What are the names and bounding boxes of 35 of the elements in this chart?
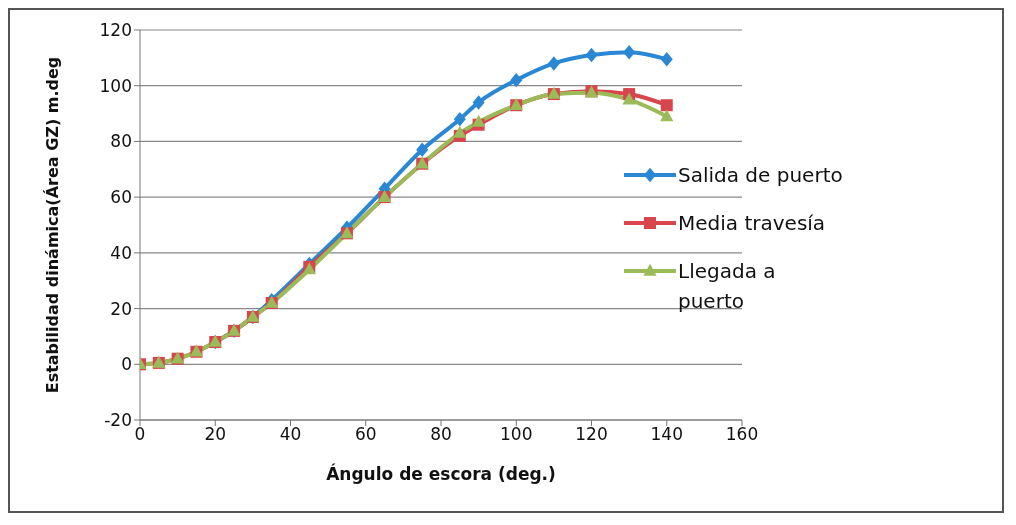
point <box>623 45 636 60</box>
y-tick-label: 120 <box>99 20 132 41</box>
legend-label: Media travesía <box>678 210 826 237</box>
y-tick-label: 60 <box>110 187 132 208</box>
point <box>453 111 466 127</box>
y-tick-label: 20 <box>110 298 132 319</box>
legend-label: Llegada a puerto <box>678 258 777 315</box>
point <box>585 47 598 63</box>
point <box>660 109 674 122</box>
legend-label: Salida de puerto <box>678 162 843 189</box>
point <box>660 99 673 112</box>
x-axis-title: Ángulo de escora (deg.) <box>326 463 556 484</box>
y-axis-title: Estabilidad dinámica(Área GZ) m.deg <box>43 56 62 394</box>
x-tick-label: 100 <box>500 424 533 445</box>
x-tick-label: 60 <box>354 424 377 445</box>
x-tick-label: 40 <box>279 424 302 445</box>
x-tick-label: 140 <box>650 424 683 445</box>
y-tick-label: 80 <box>110 131 132 152</box>
point <box>547 56 560 71</box>
y-tick-label: -20 <box>104 410 132 431</box>
y-tick-label: 40 <box>110 242 132 263</box>
point <box>453 125 467 138</box>
point <box>510 72 523 88</box>
x-tick-label: 20 <box>204 424 227 445</box>
y-tick-label: 100 <box>99 75 132 96</box>
point <box>472 114 486 127</box>
point <box>660 52 673 67</box>
x-tick-label: 0 <box>134 424 146 445</box>
y-tick-label: 0 <box>121 354 132 375</box>
point <box>472 95 485 110</box>
point <box>416 142 429 157</box>
x-tick-label: 160 <box>725 424 759 445</box>
x-tick-label: 80 <box>430 424 452 445</box>
point <box>622 92 636 105</box>
x-tick-label: 120 <box>575 424 608 445</box>
